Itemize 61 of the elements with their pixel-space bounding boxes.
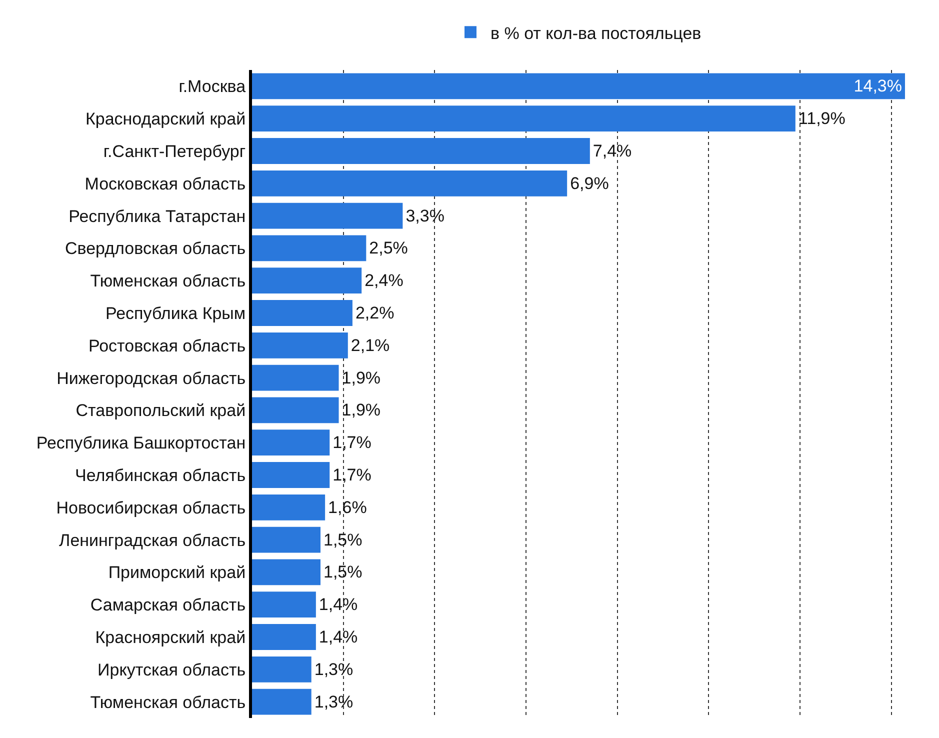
data-label: 1,5% [324, 562, 362, 582]
data-label: 1,7% [332, 433, 372, 452]
bar [252, 559, 320, 586]
data-label: 1,9% [342, 368, 381, 388]
data-label: 2,4% [364, 271, 404, 290]
data-label: 1,6% [328, 498, 367, 517]
y-tick-label: Иркутская область [98, 660, 246, 680]
data-label: 1,3% [314, 692, 354, 712]
y-tick-label: Республика Башкортостан [36, 434, 246, 453]
y-tick-label: Ставропольский край [76, 401, 246, 420]
y-tick-label: Нижегородская область [56, 368, 246, 388]
data-label: 14,3% [854, 76, 902, 96]
bar [252, 170, 568, 196]
data-label: 1,4% [318, 628, 358, 646]
bar [252, 624, 316, 650]
y-tick-label: г.Москва [178, 77, 246, 96]
bar [252, 430, 330, 456]
y-tick-label: Краснодарский край [85, 110, 246, 129]
data-label: 1,5% [324, 530, 362, 550]
bar [252, 332, 348, 358]
data-label: 2,1% [350, 336, 390, 355]
bar [252, 300, 352, 326]
data-label: 7,4% [592, 142, 632, 160]
y-tick-label: Ростовская область [88, 336, 246, 356]
bar [252, 73, 905, 100]
data-label: 1,4% [318, 595, 358, 614]
bar [252, 397, 339, 424]
bar [252, 138, 590, 164]
y-tick-label: Тюменская область [90, 272, 246, 291]
data-label: 6,9% [570, 174, 609, 193]
bar [252, 202, 403, 229]
bar [252, 462, 330, 488]
bar [252, 364, 339, 391]
bar [252, 688, 312, 715]
y-tick-label: Челябинская область [74, 466, 246, 485]
bar [252, 526, 320, 553]
data-label: 1,7% [332, 466, 372, 484]
y-tick-label: Приморский край [108, 563, 246, 582]
y-tick-label: Тюменская область [90, 692, 246, 712]
y-tick-label: Московская область [84, 174, 246, 194]
legend-label: в % от кол-ва постояльцев [490, 24, 702, 43]
bar [252, 106, 796, 132]
data-label: 1,9% [342, 400, 381, 420]
y-tick-label: г.Санкт-Петербург [103, 142, 246, 161]
bar [252, 494, 326, 520]
data-label: 11,9% [798, 109, 846, 128]
data-label: 2,2% [355, 304, 394, 322]
bar [252, 592, 316, 618]
bar [252, 235, 366, 262]
data-label: 2,5% [369, 238, 408, 258]
y-tick-label: Ленинградская область [59, 530, 246, 550]
bar [252, 656, 312, 682]
y-tick-label: Новосибирская область [56, 498, 246, 518]
y-tick-label: Красноярский край [95, 628, 246, 647]
bar [252, 268, 362, 294]
y-tick-label: Самарская область [90, 596, 246, 615]
y-tick-label: Свердловская область [64, 239, 246, 258]
y-tick-label: Республика Татарстан [68, 206, 246, 226]
y-tick-label: Республика Крым [106, 304, 246, 323]
data-label: 3,3% [406, 206, 444, 226]
data-label: 1,3% [314, 660, 354, 679]
